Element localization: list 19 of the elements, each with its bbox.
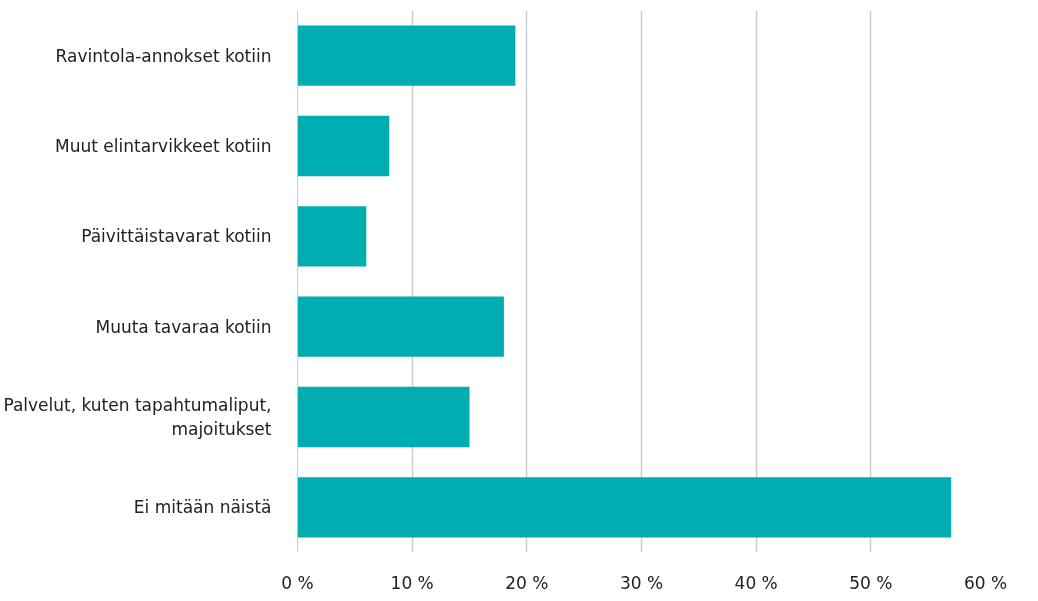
bar: [297, 115, 390, 177]
bar: [297, 386, 470, 448]
bar: [297, 206, 367, 267]
x-tick-label: 30 %: [619, 572, 664, 593]
x-tick-label: 20 %: [505, 572, 549, 593]
x-tick-label: 50 %: [849, 572, 893, 593]
y-tick-label: Palvelut, kuten tapahtumaliput, majoitukset: [3, 395, 272, 439]
x-tick-label: 0 %: [281, 572, 314, 593]
y-tick-label: Ei mitään näistä: [133, 497, 272, 518]
y-tick-label: Päivittäistavarat kotiin: [81, 226, 272, 247]
bar: [297, 25, 516, 86]
x-tick-label: 40 %: [734, 572, 778, 593]
bar: [297, 296, 504, 357]
x-tick-label: 60 %: [963, 572, 1008, 593]
x-tick-label: 10 %: [390, 572, 434, 593]
bar: [297, 477, 952, 538]
y-tick-label: Ravintola-annokset kotiin: [55, 45, 272, 66]
y-tick-label: Muuta tavaraa kotiin: [95, 316, 272, 337]
y-tick-label: Muut elintarvikkeet kotiin: [55, 136, 272, 156]
